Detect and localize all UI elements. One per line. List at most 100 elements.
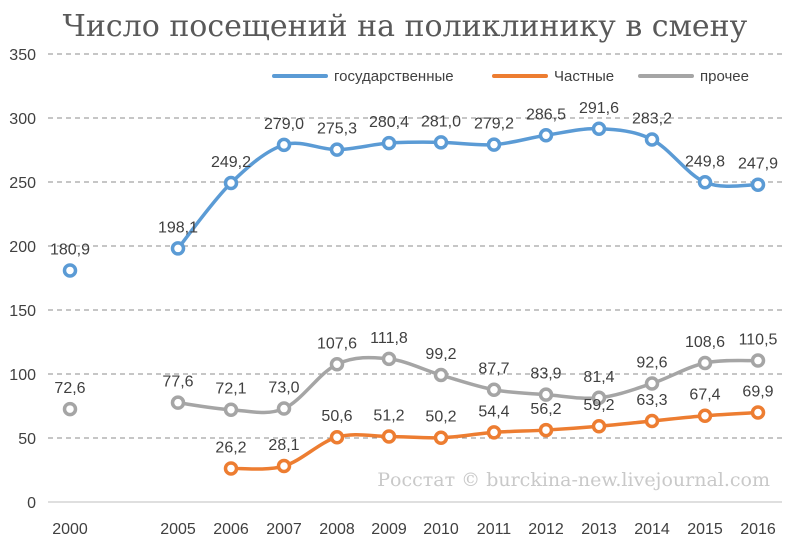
data-label: 286,5 (526, 106, 566, 123)
watermark: Росстат © burckina-new.livejournal.com (377, 469, 770, 491)
data-label: 110,5 (739, 332, 778, 349)
data-point (329, 357, 345, 372)
data-label: 69,9 (742, 384, 773, 401)
data-label: 280,4 (369, 114, 409, 131)
data-point (750, 353, 766, 368)
data-label: 281,0 (421, 113, 461, 130)
series-line (229, 410, 760, 471)
data-label: 108,6 (685, 334, 725, 351)
x-tick-label: 2000 (52, 521, 88, 538)
data-point (170, 241, 186, 256)
data-point (750, 177, 766, 192)
data-label: 279,2 (474, 116, 514, 133)
data-label: 67,4 (689, 387, 720, 404)
y-tick-label: 150 (9, 303, 36, 320)
data-point (223, 461, 239, 476)
data-label: 180,9 (50, 241, 90, 258)
data-point (381, 135, 397, 151)
data-label: 279,0 (264, 116, 304, 133)
data-point (644, 132, 660, 147)
data-label: 28,1 (268, 437, 299, 454)
y-tick-label: 200 (9, 239, 36, 256)
data-point (591, 418, 607, 434)
data-label: 107,6 (317, 335, 357, 352)
legend-label: государственные (334, 68, 454, 85)
data-label: 275,3 (317, 121, 357, 138)
data-label: 72,1 (215, 381, 246, 398)
data-point (381, 351, 397, 367)
x-tick-label: 2011 (477, 521, 512, 538)
data-point (433, 135, 449, 150)
data-label: 77,6 (162, 374, 193, 391)
data-point (170, 395, 186, 410)
series-1 (62, 121, 766, 278)
y-tick-label: 100 (9, 367, 36, 384)
data-label: 54,4 (478, 403, 509, 420)
x-tick-label: 2013 (581, 521, 617, 538)
data-point (433, 430, 449, 445)
data-label: 51,2 (373, 407, 404, 424)
data-point (538, 128, 554, 143)
data-point (644, 413, 660, 429)
legend: государственные Частные прочее (272, 68, 749, 85)
data-point (62, 401, 78, 417)
x-tick-label: 2014 (634, 521, 670, 538)
data-label: 249,2 (211, 154, 251, 171)
data-label: 111,8 (370, 330, 408, 347)
data-point (223, 175, 239, 191)
data-point (329, 429, 345, 445)
data-label: 72,6 (54, 380, 85, 397)
legend-label: прочее (700, 68, 749, 85)
data-point (750, 405, 766, 420)
data-point (697, 408, 713, 423)
data-label: 56,2 (530, 401, 561, 418)
data-point (381, 429, 397, 444)
data-point (538, 422, 554, 438)
x-tick-label: 2006 (213, 521, 249, 538)
data-label: 198,1 (158, 219, 198, 236)
data-point (433, 367, 449, 383)
data-point (697, 175, 713, 190)
chart-title: Число посещений на поликлинику в смену (63, 9, 748, 44)
data-label: 50,6 (321, 408, 352, 425)
data-point (276, 137, 292, 153)
data-label: 63,3 (636, 392, 667, 409)
data-label: 87,7 (478, 361, 509, 378)
x-tick-label: 2005 (160, 521, 196, 538)
series-line (176, 355, 760, 415)
data-point (644, 376, 660, 391)
data-label: 26,2 (215, 439, 246, 456)
data-point (591, 121, 607, 137)
y-tick-label: 300 (9, 111, 36, 128)
data-label: 249,8 (685, 153, 725, 170)
x-tick-label: 2008 (319, 521, 355, 538)
data-label: 99,2 (425, 346, 456, 363)
y-tick-label: 350 (9, 47, 36, 64)
x-tick-label: 2010 (423, 521, 459, 538)
y-tick-label: 50 (18, 431, 36, 448)
x-tick-label: 2012 (528, 521, 564, 538)
data-point (276, 458, 292, 474)
data-point (276, 401, 292, 416)
series-group (62, 121, 766, 476)
data-point (697, 355, 713, 371)
data-label: 50,2 (425, 409, 456, 426)
data-point (486, 382, 502, 397)
data-point (329, 142, 345, 157)
data-label: 81,4 (583, 369, 614, 386)
data-label: 291,6 (579, 100, 619, 117)
y-tick-label: 250 (9, 175, 36, 192)
x-tick-label: 2016 (740, 521, 776, 538)
data-label: 73,0 (268, 380, 299, 397)
data-label: 247,9 (738, 156, 778, 173)
data-label: 83,9 (530, 366, 561, 383)
data-point (538, 387, 554, 402)
series-3 (62, 351, 766, 417)
x-axis: 2000 2005 2006 2007 2008 2009 2010 2011 2012 2013… (52, 521, 776, 538)
series-line (176, 126, 760, 251)
data-label: 283,2 (632, 111, 672, 128)
series-2 (223, 405, 766, 476)
y-tick-label: 0 (27, 495, 36, 512)
legend-label: Частные (554, 68, 614, 85)
